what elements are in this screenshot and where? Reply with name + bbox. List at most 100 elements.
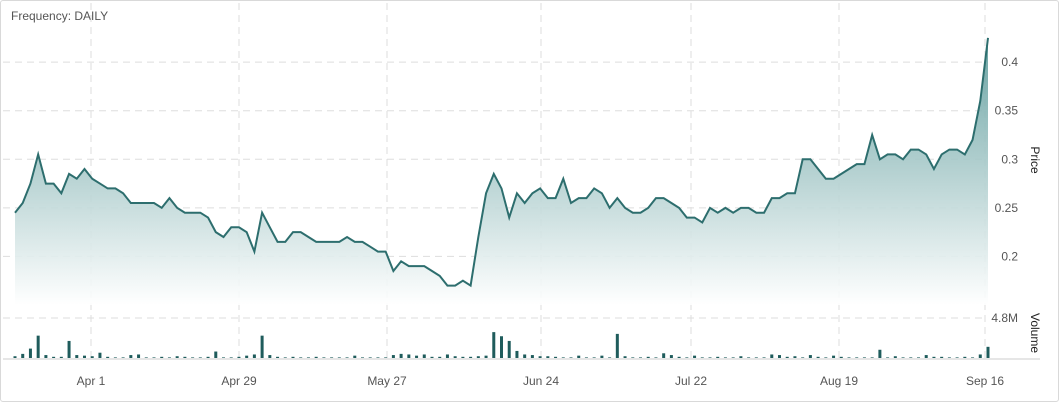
volume-bar (986, 346, 990, 358)
volume-bar (932, 356, 936, 358)
volume-bar (739, 356, 743, 358)
volume-bar (762, 357, 766, 358)
volume-bar (283, 357, 287, 358)
volume-bar (662, 353, 666, 358)
volume-bar (67, 340, 71, 358)
volume-bar (523, 354, 527, 358)
volume-bar (137, 354, 141, 358)
volume-bar (569, 357, 573, 358)
volume-bar (376, 357, 380, 358)
price-tick-label: 0.2 (1001, 249, 1018, 263)
volume-bar (909, 357, 913, 358)
volume-bar (646, 356, 650, 358)
volume-bar (90, 356, 94, 358)
volume-bar (337, 357, 341, 358)
volume-bar (353, 355, 357, 358)
volume-bar (600, 355, 604, 358)
volume-bar (461, 356, 465, 358)
volume-bar (160, 356, 164, 358)
volume-bar (924, 355, 928, 358)
volume-bar (484, 355, 488, 358)
volume-bar (785, 356, 789, 358)
volume-bar (237, 356, 241, 358)
volume-bar (276, 356, 280, 358)
date-tick-label: Sep 16 (966, 374, 1004, 388)
date-tick-label: Apr 1 (77, 374, 106, 388)
volume-bar (345, 357, 349, 358)
volume-bar (260, 335, 264, 358)
volume-bar (546, 356, 550, 358)
volume-bar (152, 357, 156, 358)
volume-bar (778, 355, 781, 358)
volume-bar (615, 333, 619, 358)
date-tick-label: Aug 19 (820, 374, 858, 388)
volume-bar (700, 357, 704, 358)
volume-bar (214, 351, 218, 358)
volume-bar (314, 356, 318, 358)
frequency-label: Frequency: DAILY (11, 9, 109, 23)
volume-bar (476, 356, 480, 358)
volume-bar (808, 355, 812, 358)
volume-bar (839, 356, 843, 358)
volume-bar (855, 357, 859, 358)
volume-axis-ticks: 4.8M (991, 311, 1018, 325)
volume-bar (438, 356, 442, 358)
volume-bar (36, 335, 40, 358)
volume-bar (669, 355, 673, 358)
volume-bar (144, 357, 148, 358)
volume-bar (538, 356, 542, 358)
volume-bar (391, 355, 395, 358)
volume-bar (361, 357, 364, 358)
volume-bar (731, 357, 735, 358)
volume-bar (106, 356, 110, 358)
price-tick-label: 0.3 (1001, 152, 1018, 166)
volume-bar (445, 354, 449, 358)
volume-bar (245, 355, 249, 358)
volume-bar (422, 354, 426, 358)
volume-bar (515, 350, 519, 358)
price-tick-label: 0.25 (995, 201, 1019, 215)
volume-bar (886, 357, 890, 358)
volume-bar (955, 357, 959, 358)
volume-bar (229, 357, 233, 358)
volume-bar (770, 354, 774, 358)
volume-bar (940, 356, 944, 358)
volume-bar (963, 356, 967, 358)
volume-bar (847, 357, 851, 358)
volume-bar (639, 357, 642, 358)
volume-bar (592, 357, 596, 358)
price-line[interactable] (14, 37, 989, 288)
date-tick-label: May 27 (367, 374, 407, 388)
volume-bar (824, 357, 828, 358)
volume-bar (384, 357, 388, 358)
volume-bar (21, 353, 25, 358)
volume-bar (469, 356, 473, 358)
volume-bar (129, 355, 133, 358)
price-area (15, 37, 988, 306)
volume-axis-title: Volume (1028, 313, 1042, 353)
volume-bar (893, 356, 897, 358)
volume-bar (971, 357, 975, 358)
volume-bar (453, 356, 457, 358)
volume-bar (584, 357, 588, 358)
volume-bar (52, 356, 56, 358)
x-axis-ticks: Apr 1 Apr 29 May 27 Jun 24 Jul 22 Aug 19 Sep 1… (77, 374, 1005, 388)
volume-bar (554, 356, 558, 358)
volume-bar (183, 356, 187, 358)
volume-bar (291, 356, 295, 358)
date-tick-label: Apr 29 (221, 374, 257, 388)
price-axis-ticks: 0.2 0.25 0.3 0.35 0.4 (995, 55, 1019, 263)
volume-bar (878, 349, 882, 358)
volume-bar (917, 357, 920, 358)
volume-bar (268, 355, 272, 358)
volume-bar (708, 357, 712, 358)
volume-bar (330, 357, 334, 358)
volume-bar (901, 357, 905, 358)
date-tick-label: Jun 24 (523, 374, 559, 388)
volume-bar (631, 357, 635, 358)
volume-bar (793, 356, 797, 358)
volume-bar (747, 357, 751, 358)
volume-bar (723, 357, 727, 358)
volume-bar (492, 332, 496, 358)
